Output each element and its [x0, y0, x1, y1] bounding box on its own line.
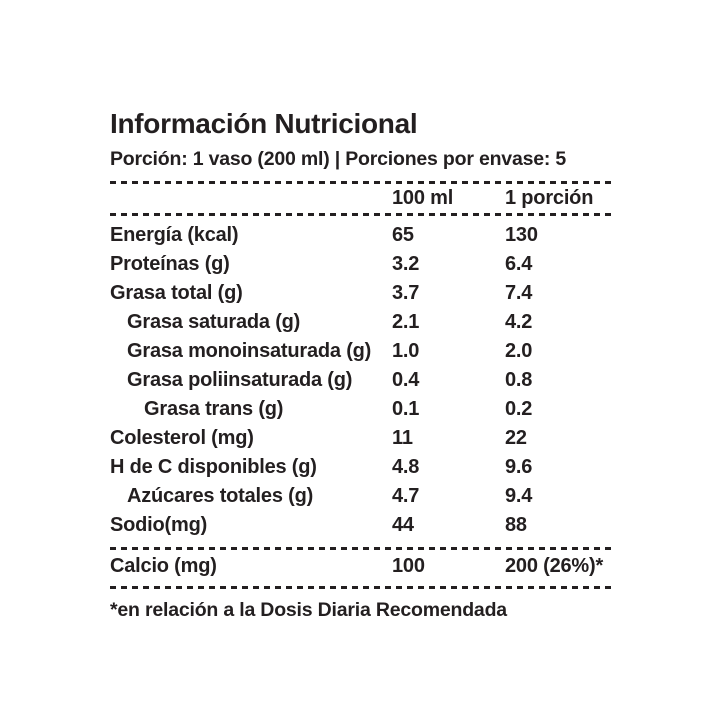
value-100ml: 65 [392, 224, 414, 246]
dashed-divider-bottom [110, 586, 613, 589]
nutrient-name: Energía (kcal) [110, 224, 239, 246]
value-porcion: 6.4 [505, 253, 533, 275]
label-subtitle: Porción: 1 vaso (200 ml) | Porciones por… [110, 148, 567, 170]
value-100ml: 100 [392, 555, 425, 577]
column-header-100ml: 100 ml [392, 187, 454, 209]
value-100ml: 4.8 [392, 456, 420, 478]
value-porcion: 4.2 [505, 311, 533, 333]
dashed-divider-top [110, 181, 613, 184]
value-porcion: 0.8 [505, 369, 533, 391]
nutrient-row: Grasa trans (g) 0.1 0.2 [110, 395, 613, 424]
dashed-divider-header [110, 213, 613, 216]
value-porcion: 0.2 [505, 398, 533, 420]
value-100ml: 0.1 [392, 398, 420, 420]
nutrient-name: Grasa total (g) [110, 282, 243, 304]
dashed-divider-sodium [110, 547, 613, 550]
value-100ml: 0.4 [392, 369, 420, 391]
value-porcion: 9.4 [505, 485, 533, 507]
nutrient-row: Azúcares totales (g) 4.7 9.4 [110, 482, 613, 511]
value-100ml: 44 [392, 514, 414, 536]
nutrient-name: H de C disponibles (g) [110, 456, 317, 478]
nutrient-name: Grasa monoinsaturada (g) [127, 340, 372, 362]
nutrient-name: Colesterol (mg) [110, 427, 254, 449]
nutrient-row: Grasa poliinsaturada (g) 0.4 0.8 [110, 366, 613, 395]
footnote: *en relación a la Dosis Diaria Recomenda… [110, 599, 507, 621]
value-100ml: 4.7 [392, 485, 420, 507]
calcium-row: Calcio (mg) 100 200 (26%)* [110, 550, 613, 583]
column-header-porcion: 1 porción [505, 187, 594, 209]
nutrient-name: Sodio(mg) [110, 514, 208, 536]
label-title: Información Nutricional [110, 108, 418, 139]
value-100ml: 3.7 [392, 282, 420, 304]
value-100ml: 1.0 [392, 340, 420, 362]
column-header-row: 100 ml 1 porción [110, 184, 613, 211]
nutrient-row: Colesterol (mg) 11 22 [110, 424, 613, 453]
nutrient-name: Grasa saturada (g) [127, 311, 301, 333]
nutrient-name: Calcio (mg) [110, 555, 217, 577]
value-porcion: 2.0 [505, 340, 533, 362]
value-porcion: 88 [505, 514, 527, 536]
nutrient-name: Proteínas (g) [110, 253, 230, 275]
value-porcion: 9.6 [505, 456, 533, 478]
nutrient-name: Azúcares totales (g) [127, 485, 314, 507]
nutrient-row: Sodio(mg) 44 88 [110, 511, 613, 540]
value-100ml: 3.2 [392, 253, 420, 275]
value-porcion: 200 (26%)* [505, 555, 604, 577]
nutrient-row: Proteínas (g) 3.2 6.4 [110, 250, 613, 279]
nutrient-row: Grasa saturada (g) 2.1 4.2 [110, 308, 613, 337]
nutrient-name: Grasa trans (g) [144, 398, 284, 420]
nutrient-rows: Energía (kcal) 65 130 Proteínas (g) 3.2 … [110, 216, 613, 544]
value-porcion: 22 [505, 427, 527, 449]
nutrient-row: Energía (kcal) 65 130 [110, 221, 613, 250]
nutrition-label: Información Nutricional Porción: 1 vaso … [110, 106, 613, 623]
nutrient-name: Grasa poliinsaturada (g) [127, 369, 353, 391]
value-100ml: 11 [392, 427, 413, 449]
nutrient-row: Grasa total (g) 3.7 7.4 [110, 279, 613, 308]
value-100ml: 2.1 [392, 311, 420, 333]
value-porcion: 130 [505, 224, 538, 246]
nutrient-row: H de C disponibles (g) 4.8 9.6 [110, 453, 613, 482]
nutrient-row: Grasa monoinsaturada (g) 1.0 2.0 [110, 337, 613, 366]
value-porcion: 7.4 [505, 282, 533, 304]
